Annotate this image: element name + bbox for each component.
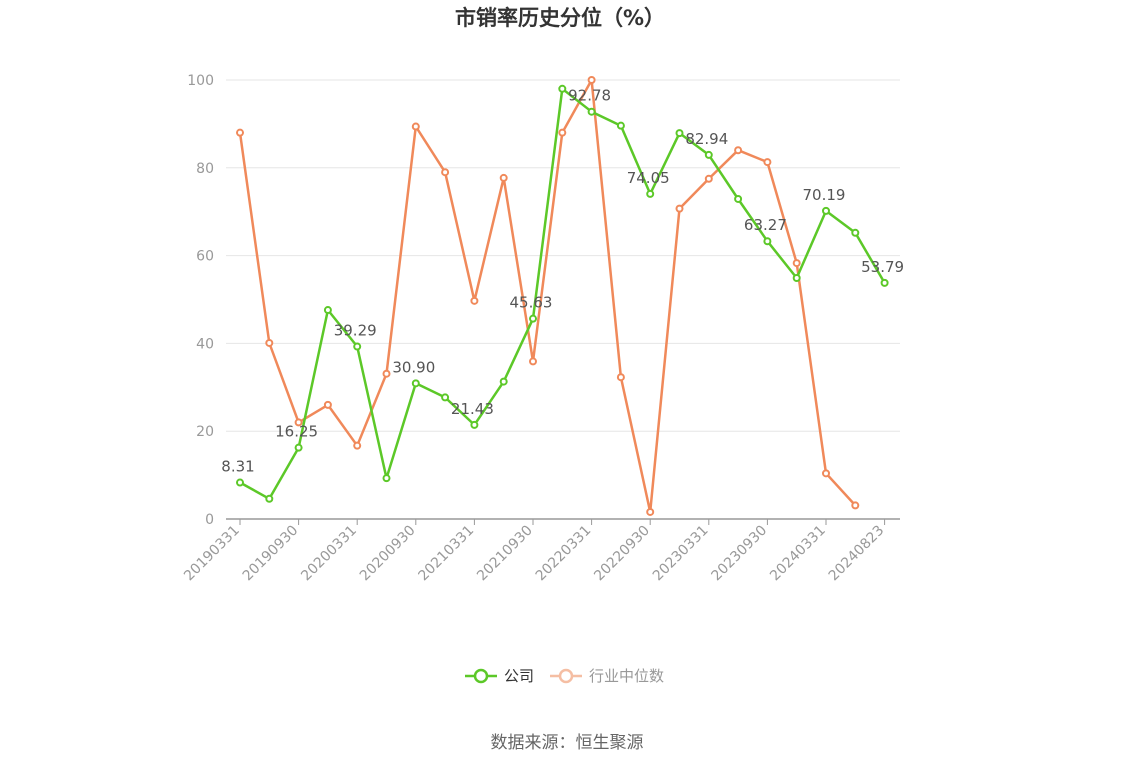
data-point-1 <box>851 501 860 510</box>
data-point-1 <box>236 128 244 137</box>
y-axis-ticks: 0 20 40 60 80 100 <box>187 73 214 528</box>
data-label: 82.94 <box>685 130 728 148</box>
x-tick-label: 20190331 <box>181 523 243 585</box>
data-point-1 <box>587 76 596 84</box>
y-tick-label: 40 <box>196 336 214 352</box>
data-point-0 <box>704 150 713 159</box>
grid <box>226 79 900 432</box>
x-tick-label: 20200331 <box>298 523 360 585</box>
x-tick-label: 20230930 <box>709 523 771 585</box>
legend-label: 行业中位数 <box>589 667 664 685</box>
y-tick-label: 20 <box>196 424 214 440</box>
data-point-1 <box>441 168 450 177</box>
series-line-1 <box>238 78 857 514</box>
legend-marker <box>558 668 574 684</box>
data-point-0 <box>880 278 889 287</box>
data-point-1 <box>382 369 391 378</box>
x-tick-label: 20220930 <box>591 523 653 585</box>
x-tick-label: 20190930 <box>240 523 302 585</box>
x-axis: 2019033120190930202003312020093020210331… <box>181 518 900 585</box>
data-point-0 <box>646 189 655 198</box>
data-point-0 <box>558 84 567 93</box>
data-point-0 <box>382 474 391 483</box>
x-tick-label: 20230331 <box>650 523 712 585</box>
data-label: 70.19 <box>803 186 846 204</box>
data-point-1 <box>265 338 274 347</box>
data-point-0 <box>822 206 830 215</box>
data-label: 39.29 <box>334 322 377 340</box>
data-point-1 <box>353 441 362 450</box>
data-point-1 <box>822 469 830 478</box>
source-text: 数据来源：恒生聚源 <box>491 733 644 753</box>
series-points <box>236 76 889 516</box>
data-label: 53.79 <box>861 258 904 276</box>
data-point-0 <box>675 129 684 138</box>
series-lines <box>238 78 886 514</box>
data-point-0 <box>763 237 772 246</box>
x-tick-label: 20210930 <box>474 523 536 585</box>
data-point-0 <box>616 121 625 130</box>
data-label: 92.78 <box>568 87 611 105</box>
legend-item-1[interactable]: 行业中位数 <box>550 667 664 685</box>
data-label: 8.31 <box>221 458 254 476</box>
data-point-1 <box>529 357 537 366</box>
data-point-0 <box>734 194 743 203</box>
data-point-0 <box>470 420 479 429</box>
data-label: 74.05 <box>627 169 670 187</box>
data-point-1 <box>646 507 655 516</box>
y-tick-label: 60 <box>196 249 214 265</box>
data-point-1 <box>558 128 567 137</box>
data-point-0 <box>499 377 508 386</box>
x-tick-label: 20210331 <box>416 523 478 585</box>
data-label: 45.63 <box>510 294 553 312</box>
data-point-0 <box>529 314 537 323</box>
data-point-0 <box>323 306 332 315</box>
x-tick-label: 20240823 <box>826 523 888 585</box>
data-point-0 <box>792 273 801 282</box>
legend-marker <box>473 668 489 684</box>
data-point-0 <box>441 393 450 402</box>
data-label: 30.90 <box>392 358 435 376</box>
legend: 公司 行业中位数 <box>465 667 664 685</box>
data-point-1 <box>323 400 332 409</box>
chart-title: 市销率历史分位（%） <box>455 6 665 30</box>
y-tick-label: 0 <box>205 512 214 528</box>
y-tick-label: 80 <box>196 161 214 177</box>
data-point-0 <box>411 379 420 388</box>
data-point-1 <box>499 173 508 182</box>
data-point-1 <box>675 204 684 213</box>
data-label: 63.27 <box>744 216 787 234</box>
data-point-1 <box>411 122 420 131</box>
data-point-0 <box>265 494 274 503</box>
data-label: 16.25 <box>275 423 318 441</box>
data-point-0 <box>587 107 596 116</box>
y-tick-label: 100 <box>187 73 214 89</box>
data-point-1 <box>294 418 303 427</box>
x-tick-label: 20200930 <box>357 523 419 585</box>
x-tick-label: 20240331 <box>767 523 829 585</box>
data-label: 21.43 <box>451 400 494 418</box>
data-point-1 <box>616 373 625 382</box>
data-point-0 <box>294 443 303 452</box>
legend-item-0[interactable]: 公司 <box>465 667 534 685</box>
data-point-0 <box>851 228 860 237</box>
data-point-1 <box>792 259 801 268</box>
data-labels: 8.31 16.25 39.29 30.90 21.43 45.63 92.78 74.05 8… <box>221 87 904 476</box>
data-point-1 <box>763 158 772 167</box>
data-point-1 <box>734 146 743 155</box>
data-point-0 <box>353 342 362 351</box>
data-point-0 <box>236 478 244 487</box>
x-tick-label: 20220331 <box>533 523 595 585</box>
series-line-0 <box>239 87 886 501</box>
legend-label: 公司 <box>504 667 534 685</box>
data-point-1 <box>704 174 713 183</box>
data-point-1 <box>470 296 479 305</box>
